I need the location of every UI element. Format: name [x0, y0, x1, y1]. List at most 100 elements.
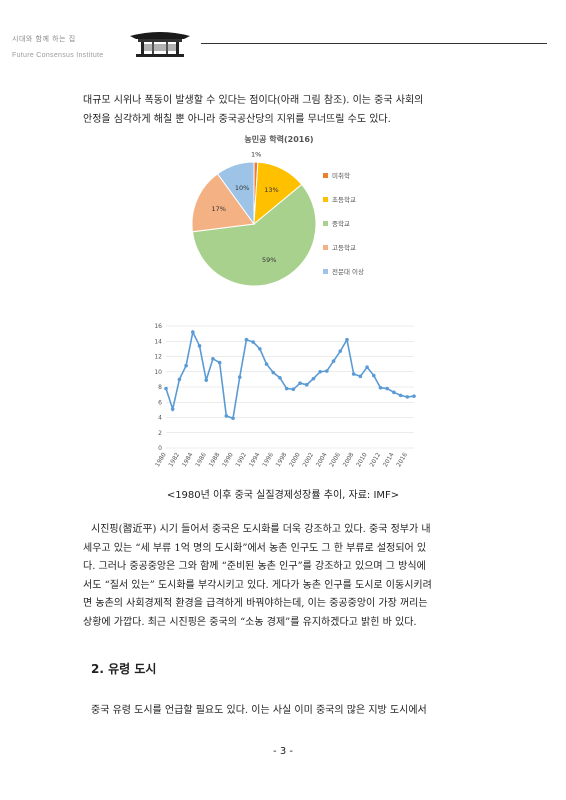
x-tick-label: 1990 — [221, 451, 235, 468]
data-point — [231, 416, 235, 421]
legend-swatch — [323, 173, 328, 178]
legend-label: 미취학 — [332, 171, 350, 180]
data-point — [191, 330, 195, 334]
x-tick-label: 1984 — [181, 451, 195, 468]
data-point — [264, 362, 269, 366]
data-point — [385, 386, 389, 391]
legend-label: 초등학교 — [332, 195, 356, 204]
y-tick-label: 14 — [154, 338, 162, 345]
x-tick-label: 2008 — [342, 451, 356, 468]
data-point — [177, 377, 182, 382]
chart-caption: <1980년 이후 중국 실질경제성장률 추이, 자료: IMF> — [166, 490, 400, 501]
pavilion-emblem-icon — [128, 28, 192, 64]
data-point — [170, 407, 175, 411]
x-tick-label: 1982 — [167, 451, 181, 468]
text-line: 서도 “질서 있는” 도시화를 부각시키고 있다. 게다가 농촌 인구를 도시로… — [83, 579, 432, 591]
data-point — [164, 386, 168, 391]
data-point — [284, 386, 289, 391]
pie-slice — [191, 183, 317, 287]
legend-label: 중학교 — [332, 219, 350, 228]
legend-swatch — [323, 245, 328, 250]
x-tick-label: 2012 — [369, 451, 383, 468]
x-tick-label: 2016 — [395, 451, 409, 468]
y-tick-label: 16 — [154, 323, 162, 330]
legend-swatch — [323, 197, 328, 202]
y-tick-label: 2 — [158, 430, 162, 437]
text-line: 중국 유령 도시를 언급할 필요도 있다. 이는 사실 이미 중국의 많은 지방… — [91, 705, 427, 716]
x-tick-label: 1980 — [154, 451, 168, 468]
x-tick-label: 2004 — [315, 451, 329, 468]
y-tick-label: 12 — [154, 354, 162, 361]
pie-chart-svg: 농민공 학력(2016) 1% 13% 59% 17% 10% 미취학초등학교중학교고등학… — [191, 134, 364, 287]
x-tick-label: 2002 — [301, 451, 315, 468]
text-line: 상황에 가깝다. 최근 시진핑은 중국의 “소농 경제”를 유지하겠다고 밝힌 … — [83, 616, 417, 628]
data-point — [197, 344, 202, 348]
org-name-korean: 시대와 함께 하는 집 — [12, 35, 76, 43]
pie-slice — [216, 161, 255, 226]
y-tick-label: 4 — [158, 415, 162, 422]
text-line: 안정을 심각하게 해칠 뿐 아니라 중국공산당의 지위를 무너뜨릴 수도 있다. — [83, 113, 391, 125]
data-point — [412, 394, 416, 398]
x-tick-label: 2014 — [382, 451, 396, 468]
x-tick-label: 1988 — [208, 451, 222, 468]
data-point — [184, 363, 188, 368]
legend-label: 전문대 이상 — [332, 267, 364, 276]
legend-swatch — [323, 221, 328, 226]
data-point — [304, 382, 309, 387]
x-tick-label: 1986 — [194, 451, 208, 468]
paragraph-intro: 대규모 시위나 폭동이 발생할 수 있다는 점이다(아래 그림 참조). 이는 … — [83, 92, 485, 129]
header-logo: 시대와 함께 하는 집 Future Consensus Institute — [12, 34, 103, 59]
text-line: 세우고 있는 “세 부류 1억 명의 도시화”에서 농촌 인구도 그 한 부류로… — [83, 542, 427, 554]
data-point — [237, 375, 242, 379]
data-point — [311, 376, 316, 381]
y-tick-label: 10 — [154, 369, 162, 376]
series-line — [165, 329, 415, 420]
data-point — [211, 356, 215, 361]
data-point — [378, 385, 383, 390]
page-number: - 3 - — [273, 746, 293, 757]
x-tick-label: 1998 — [275, 451, 289, 468]
x-tick-label: 1992 — [234, 451, 248, 468]
legend-swatch — [323, 269, 328, 274]
paragraph-urbanization: 시진핑(習近平) 시기 들어서 중국은 도시화를 더욱 강조하고 있다. 중국 … — [83, 521, 485, 633]
org-name-english: Future Consensus Institute — [12, 52, 104, 59]
paragraph-ghost-cities: 중국 유령 도시를 언급할 필요도 있다. 이는 사실 이미 중국의 많은 지방… — [83, 702, 485, 721]
data-point — [405, 395, 410, 399]
data-point — [298, 381, 302, 385]
text-line: 대규모 시위나 폭동이 발생할 수 있다는 점이다(아래 그림 참조). 이는 … — [83, 95, 424, 106]
data-point — [351, 372, 356, 376]
text-line: 시진핑(習近平) 시기 들어서 중국은 도시화를 더욱 강조하고 있다. 중국 … — [91, 524, 431, 535]
pie-slice — [191, 173, 255, 233]
data-point — [345, 337, 349, 342]
data-point — [392, 390, 396, 395]
line-chart: 0 2 4 6 8 10 12 14 16 1980 1982 1984 1986 1988 1990 199… — [148, 316, 420, 478]
data-point — [258, 347, 262, 351]
y-tick-label: 8 — [158, 384, 162, 391]
x-tick-label: 1996 — [261, 451, 275, 468]
y-tick-label: 6 — [158, 399, 162, 406]
x-tick-label: 2010 — [355, 451, 369, 468]
text-line: 면 농촌의 사회경제적 환경을 급격하게 바꿔야하는데, 이는 중공중앙이 가장… — [83, 598, 428, 610]
data-point — [331, 359, 336, 363]
data-point — [278, 376, 282, 380]
y-tick-label: 0 — [158, 445, 162, 452]
pie-value-label: 10% — [235, 184, 249, 192]
data-point — [224, 414, 229, 418]
pie-value-label: 59% — [262, 256, 276, 264]
legend-label: 고등학교 — [332, 243, 356, 252]
data-point — [217, 360, 222, 365]
data-point — [371, 373, 376, 378]
pie-chart: 농민공 학력(2016) 1% 13% 59% 17% 10% 미취학 초등학교 중학교 고등학… — [186, 126, 372, 290]
x-tick-label: 2006 — [328, 451, 342, 468]
section-title: 2. 유령 도시 — [91, 662, 157, 676]
data-point — [271, 370, 276, 375]
data-point — [251, 340, 255, 344]
data-point — [244, 337, 249, 342]
data-point — [398, 393, 403, 398]
pie-value-label: 1% — [251, 151, 261, 159]
header-divider — [201, 43, 547, 44]
data-point — [291, 387, 296, 392]
pie-value-label: 17% — [211, 205, 225, 213]
text-line: 다. 그러나 중공중앙은 그와 함께 “준비된 농촌 인구”를 강조하고 있으며… — [83, 561, 426, 573]
